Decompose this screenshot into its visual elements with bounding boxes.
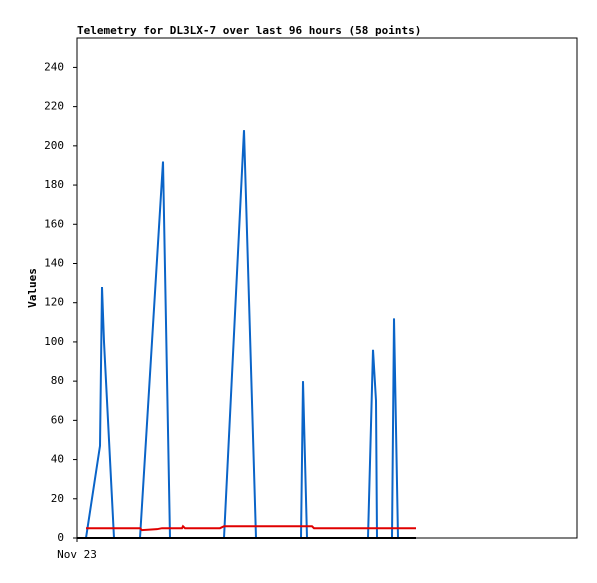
y-tick-label: 160 [44, 217, 64, 230]
y-tick-label: 240 [44, 60, 64, 73]
series-line [86, 524, 416, 532]
y-tick-label: 60 [51, 413, 64, 426]
chart-title: Telemetry for DL3LX-7 over last 96 hours… [77, 24, 421, 37]
y-tick-label: 220 [44, 100, 64, 113]
y-tick-label: 20 [51, 492, 64, 505]
y-tick-label: 80 [51, 374, 64, 387]
y-tick-label: 140 [44, 256, 64, 269]
y-tick-label: 120 [44, 296, 64, 309]
x-tick-label: Nov 23 [57, 548, 97, 561]
y-axis-label: Values [26, 268, 39, 308]
y-tick-label: 0 [57, 531, 64, 544]
y-tick-label: 40 [51, 453, 64, 466]
y-tick-label: 100 [44, 335, 64, 348]
y-tick-label: 200 [44, 139, 64, 152]
y-tick-label: 180 [44, 178, 64, 191]
